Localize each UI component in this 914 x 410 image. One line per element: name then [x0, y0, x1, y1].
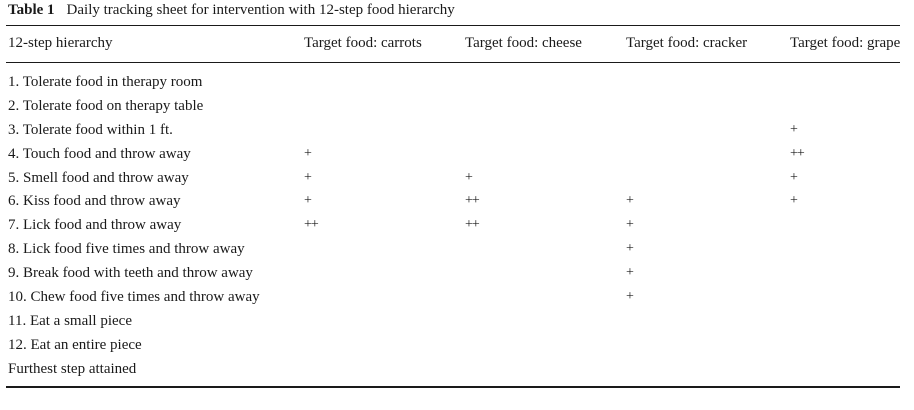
table-row: 9. Break food with teeth and throw away … [0, 262, 914, 286]
cracker-cell: + [626, 265, 634, 281]
header-cracker: Target food: cracker [626, 35, 748, 51]
table-row: Furthest step attained [0, 358, 914, 382]
table-header: 12-step hierarchy Target food: carrots T… [0, 33, 914, 53]
table-number: Table 1 [8, 2, 55, 18]
cheese-cell: ++ [465, 193, 480, 209]
table-row: 12. Eat an entire piece [0, 334, 914, 358]
table-caption: Table 1 Daily tracking sheet for interven… [8, 1, 455, 19]
step-cell: 11. Eat a small piece [8, 312, 132, 329]
step-cell: 9. Break food with teeth and throw away [8, 265, 253, 282]
step-cell: 2. Tolerate food on therapy table [8, 97, 204, 114]
step-cell: 3. Tolerate food within 1 ft. [8, 121, 173, 138]
table-row: 3. Tolerate food within 1 ft. + [0, 119, 914, 143]
header-rule [6, 62, 900, 63]
cracker-cell: + [626, 193, 634, 209]
step-cell: Furthest step attained [8, 360, 137, 377]
grape-cell: + [790, 193, 798, 209]
header-hierarchy: 12-step hierarchy [8, 35, 113, 51]
table-body: 1. Tolerate food in therapy room 2. Tole… [0, 71, 914, 382]
cracker-cell: + [626, 289, 634, 305]
cracker-cell: + [626, 241, 634, 257]
cheese-cell: ++ [465, 217, 480, 233]
table-row: 6. Kiss food and throw away + ++ + + [0, 190, 914, 214]
table-title: Daily tracking sheet for intervention wi… [66, 2, 455, 18]
table-row: 8. Lick food five times and throw away + [0, 238, 914, 262]
step-cell: 8. Lick food five times and throw away [8, 241, 245, 258]
carrots-cell: + [304, 145, 312, 161]
cracker-cell: + [626, 217, 634, 233]
grape-cell: + [790, 169, 798, 185]
grape-cell: ++ [790, 145, 805, 161]
carrots-cell: + [304, 193, 312, 209]
cheese-cell: + [465, 169, 473, 185]
top-rule [6, 25, 900, 26]
step-cell: 7. Lick food and throw away [8, 217, 182, 234]
table-row: 5. Smell food and throw away + + + [0, 167, 914, 191]
table-row: 10. Chew food five times and throw away … [0, 286, 914, 310]
table-row: 7. Lick food and throw away ++ ++ + [0, 214, 914, 238]
table-row: 1. Tolerate food in therapy room [0, 71, 914, 95]
step-cell: 4. Touch food and throw away [8, 145, 191, 162]
header-grape: Target food: grape [790, 35, 901, 51]
carrots-cell: + [304, 169, 312, 185]
header-cheese: Target food: cheese [465, 35, 582, 51]
bottom-rule [6, 386, 900, 388]
step-cell: 12. Eat an entire piece [8, 336, 142, 353]
table-row: 2. Tolerate food on therapy table [0, 95, 914, 119]
table-row: 11. Eat a small piece [0, 310, 914, 334]
table-row: 4. Touch food and throw away + ++ [0, 143, 914, 167]
step-cell: 6. Kiss food and throw away [8, 193, 181, 210]
step-cell: 1. Tolerate food in therapy room [8, 74, 203, 90]
step-cell: 5. Smell food and throw away [8, 169, 189, 186]
step-cell: 10. Chew food five times and throw away [8, 289, 260, 306]
header-carrots: Target food: carrots [304, 35, 422, 51]
carrots-cell: ++ [304, 217, 319, 233]
grape-cell: + [790, 121, 798, 137]
